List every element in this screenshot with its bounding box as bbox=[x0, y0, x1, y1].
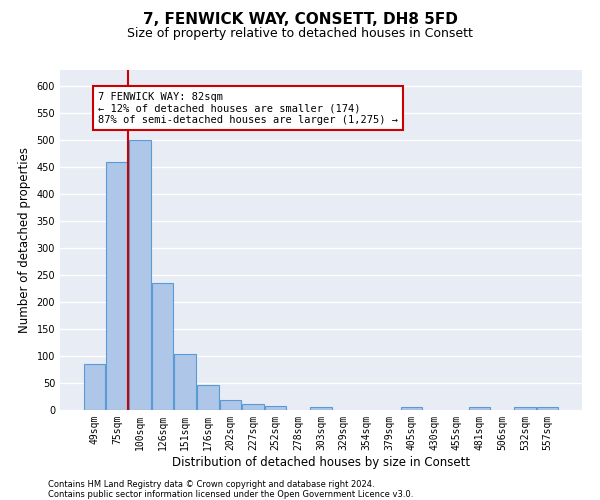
Text: Size of property relative to detached houses in Consett: Size of property relative to detached ho… bbox=[127, 28, 473, 40]
Bar bbox=[175, 354, 196, 410]
Bar bbox=[197, 384, 218, 410]
Text: Contains public sector information licensed under the Open Government Licence v3: Contains public sector information licen… bbox=[48, 490, 413, 499]
Bar bbox=[265, 406, 286, 410]
Bar bbox=[310, 408, 332, 410]
Bar bbox=[84, 364, 105, 410]
X-axis label: Distribution of detached houses by size in Consett: Distribution of detached houses by size … bbox=[172, 456, 470, 468]
Bar bbox=[106, 162, 128, 410]
Bar bbox=[401, 408, 422, 410]
Bar bbox=[129, 140, 151, 410]
Bar bbox=[537, 408, 558, 410]
Text: 7 FENWICK WAY: 82sqm
← 12% of detached houses are smaller (174)
87% of semi-deta: 7 FENWICK WAY: 82sqm ← 12% of detached h… bbox=[98, 92, 398, 125]
Bar bbox=[242, 404, 264, 410]
Y-axis label: Number of detached properties: Number of detached properties bbox=[18, 147, 31, 333]
Bar bbox=[152, 283, 173, 410]
Bar bbox=[469, 408, 490, 410]
Text: 7, FENWICK WAY, CONSETT, DH8 5FD: 7, FENWICK WAY, CONSETT, DH8 5FD bbox=[143, 12, 457, 28]
Text: Contains HM Land Registry data © Crown copyright and database right 2024.: Contains HM Land Registry data © Crown c… bbox=[48, 480, 374, 489]
Bar bbox=[220, 400, 241, 410]
Bar bbox=[514, 408, 536, 410]
